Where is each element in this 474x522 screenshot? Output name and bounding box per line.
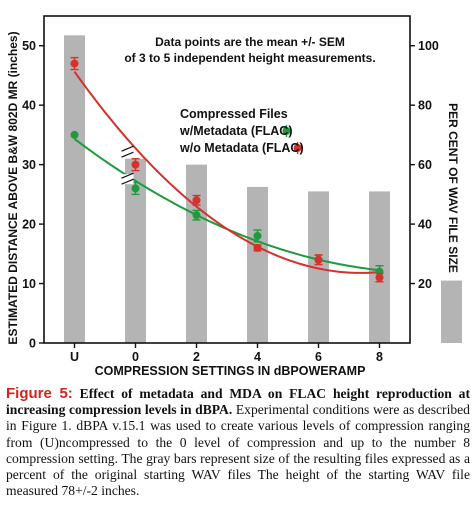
point-with_metadata-U (70, 130, 79, 139)
chart-svg: 0 10 20 30 40 50 20 40 60 80 100 U 0 2 4 6 8 Data points… (6, 15, 462, 378)
legend-entry-with-metadata: w/Metadata (FLAC) (179, 124, 293, 138)
point-without_metadata-6 (314, 255, 323, 264)
chart-annotation-line-1: Data points are the mean +/- SEM (155, 35, 345, 49)
y2-axis-label: PER CENT OF WAV FILE SIZE (446, 103, 460, 273)
bar-6 (308, 191, 329, 343)
point-without_metadata-0 (131, 160, 140, 169)
point-with_metadata-4 (253, 231, 262, 240)
figure-caption: Figure 5: Effect of metadata and MDA on … (6, 385, 471, 499)
x-axis-label: COMPRESSION SETTINGS IN dBPOWERAMP (95, 364, 366, 378)
legend-entry-without-metadata: w/o Metadata (FLAC) (179, 141, 304, 155)
chart-annotation-line-2: of 3 to 5 independent height measurement… (124, 51, 375, 65)
x-tick-label-2: 2 (193, 350, 200, 364)
caption-headline: Effect of metadata and MDA on FLAC heigh… (6, 386, 471, 418)
y2-tick-label-40: 40 (418, 218, 432, 232)
axis-break-gap-2 (121, 174, 134, 185)
axis-break-gap-1 (121, 147, 134, 158)
y2-tick-label-60: 60 (418, 158, 432, 172)
x-tick-label-4: 4 (254, 350, 261, 364)
y2-tick-label-80: 80 (418, 99, 432, 113)
y2-tick-label-20: 20 (418, 277, 432, 291)
point-with_metadata-0 (131, 184, 140, 193)
bar-0 (125, 158, 146, 343)
y-axis-label: ESTIMATED DISTANCE ABOVE B&W 802D MR (in… (6, 31, 20, 344)
axis-break-mark-2a (121, 172, 134, 179)
bar-4 (247, 186, 268, 343)
axis-break-mark-1a (121, 145, 134, 152)
point-without_metadata-4 (253, 243, 262, 252)
y-tick-label-0: 0 (29, 337, 36, 351)
plot-frame (43, 15, 411, 344)
axis-break-mark-1b (121, 151, 134, 158)
chart-figure: 0 10 20 30 40 50 20 40 60 80 100 U 0 2 4 6 8 Data points… (6, 15, 462, 378)
x-tick-label-0: 0 (132, 350, 139, 364)
bar-extra (441, 280, 462, 343)
fit-curve-without_metadata (73, 71, 380, 274)
caption-body: Experimental conditions were as describe… (6, 402, 470, 499)
point-without_metadata-U (70, 59, 79, 68)
bar-2 (186, 164, 207, 343)
caption-label: Figure 5: (6, 385, 73, 402)
legend-title: Compressed Files (180, 107, 288, 121)
point-without_metadata-2 (192, 196, 201, 205)
point-with_metadata-2 (192, 211, 201, 220)
bar-U (64, 35, 85, 344)
y-tick-label-50: 50 (22, 39, 36, 53)
x-tick-label-6: 6 (315, 350, 322, 364)
point-without_metadata-8 (375, 273, 384, 282)
y-tick-label-10: 10 (22, 277, 36, 291)
y-tick-label-40: 40 (22, 99, 36, 113)
y-tick-label-30: 30 (22, 158, 36, 172)
y-tick-label-20: 20 (22, 218, 36, 232)
x-tick-label-8: 8 (376, 350, 383, 364)
y2-tick-label-100: 100 (418, 39, 439, 53)
axis-break-mark-2b (121, 178, 134, 185)
fit-curve-with_metadata (73, 138, 380, 272)
x-tick-label-U: U (70, 350, 79, 364)
